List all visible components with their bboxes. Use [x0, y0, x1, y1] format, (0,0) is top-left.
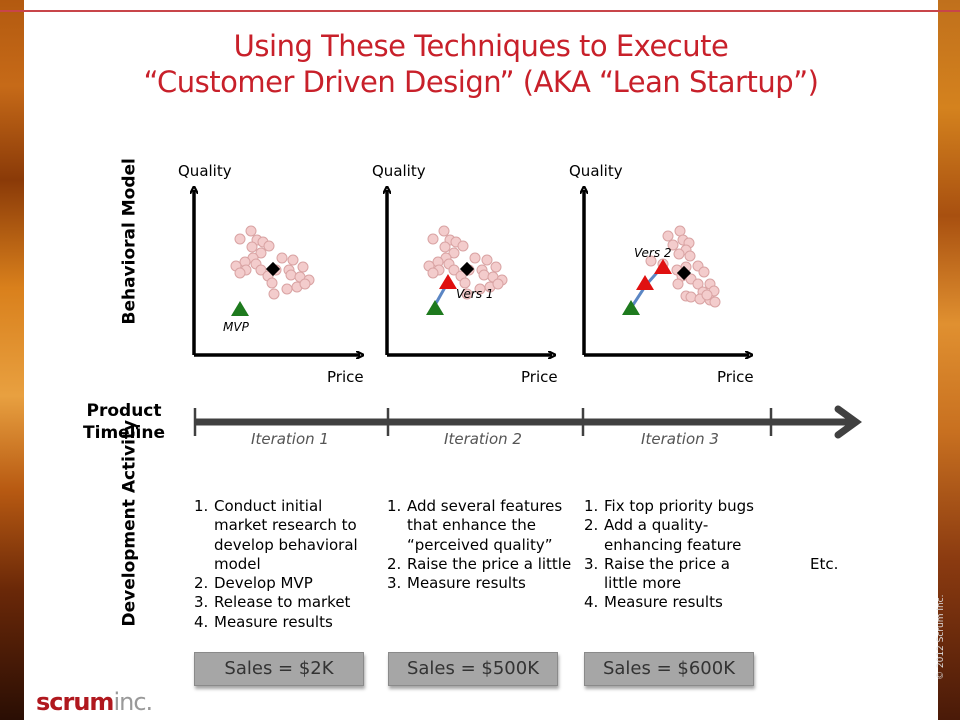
- mvp-triangle: [622, 300, 640, 315]
- left-decorative-border: [0, 0, 24, 720]
- sales-box-iteration-2: Sales = $500K: [388, 652, 558, 686]
- chart3-y-label: Quality: [569, 162, 623, 180]
- list-item: 4. Measure results: [584, 593, 723, 612]
- chart2-behavioral-model: [372, 180, 572, 370]
- list-item: 2. Add a quality-enhancing feature: [584, 516, 742, 554]
- row-label-development-activity: Development Activity: [119, 419, 140, 627]
- right-decorative-border: [938, 0, 960, 720]
- axes: [194, 190, 360, 355]
- list-item: 3. Raise the price a little more: [584, 554, 730, 593]
- version2-triangle: [654, 259, 672, 274]
- product-timeline-arrow: [193, 405, 862, 439]
- scruminc-logo: scruminc.: [36, 688, 153, 716]
- chart3-annotation-vers2: Vers 2: [634, 246, 672, 260]
- etc-label: Etc.: [810, 555, 839, 573]
- top-divider: [0, 10, 960, 12]
- slide-title: Using These Techniques to Execute “Custo…: [24, 28, 938, 100]
- title-line-1: Using These Techniques to Execute: [233, 29, 729, 63]
- iteration-1-label: Iteration 1: [251, 430, 329, 448]
- mvp-triangle: [231, 301, 249, 316]
- sales-box-iteration-3: Sales = $600K: [584, 652, 754, 686]
- ideal-point-diamond: [676, 265, 692, 281]
- chart1-x-label: Price: [327, 368, 364, 386]
- row-label-behavioral-model: Behavioral Model: [119, 158, 140, 325]
- chart2-x-label: Price: [521, 368, 558, 386]
- chart1-y-label: Quality: [178, 162, 232, 180]
- chart2-y-label: Quality: [372, 162, 426, 180]
- activity-list-iteration-2: 1. Add several features that enhance the …: [387, 497, 572, 593]
- customer-dots: [230, 225, 315, 300]
- axes: [387, 190, 552, 355]
- copyright-notice: © 2012 Scrum Inc.: [936, 594, 946, 681]
- list-item: 4. Measure results: [194, 612, 333, 631]
- axes: [584, 190, 749, 355]
- customer-dots: [645, 225, 721, 308]
- mvp-triangle: [426, 300, 444, 315]
- list-item: 3. Measure results: [387, 574, 526, 593]
- iteration-2-label: Iteration 2: [444, 430, 522, 448]
- ideal-point-diamond: [459, 261, 475, 277]
- activity-list-iteration-1: 1. Conduct initial market research to dev…: [194, 497, 376, 632]
- list-item: 1. Conduct initial market research to dev…: [194, 497, 358, 573]
- sales-box-iteration-1: Sales = $2K: [194, 652, 364, 686]
- title-line-2: “Customer Driven Design” (AKA “Lean Star…: [143, 65, 819, 99]
- ideal-point-diamond: [265, 261, 281, 277]
- list-item: 3. Release to market: [194, 593, 351, 612]
- row-label-product-timeline: Product Timeline: [83, 401, 165, 443]
- chart1-behavioral-model: [180, 180, 380, 370]
- list-item: 2. Raise the price a little: [387, 554, 572, 573]
- activity-list-iteration-3: 1. Fix top priority bugs 2. Add a quality-…: [584, 497, 759, 613]
- chart1-annotation-mvp: MVP: [223, 320, 249, 334]
- chart3-behavioral-model: [569, 180, 769, 370]
- version1-triangle: [439, 274, 457, 289]
- list-item: 1. Fix top priority bugs: [584, 497, 754, 515]
- iteration-3-label: Iteration 3: [641, 430, 719, 448]
- list-item: 1. Add several features that enhance the …: [387, 497, 563, 554]
- version1-triangle: [636, 275, 654, 290]
- chart2-annotation-vers1: Vers 1: [456, 287, 494, 301]
- chart3-x-label: Price: [717, 368, 754, 386]
- list-item: 2. Develop MVP: [194, 574, 313, 593]
